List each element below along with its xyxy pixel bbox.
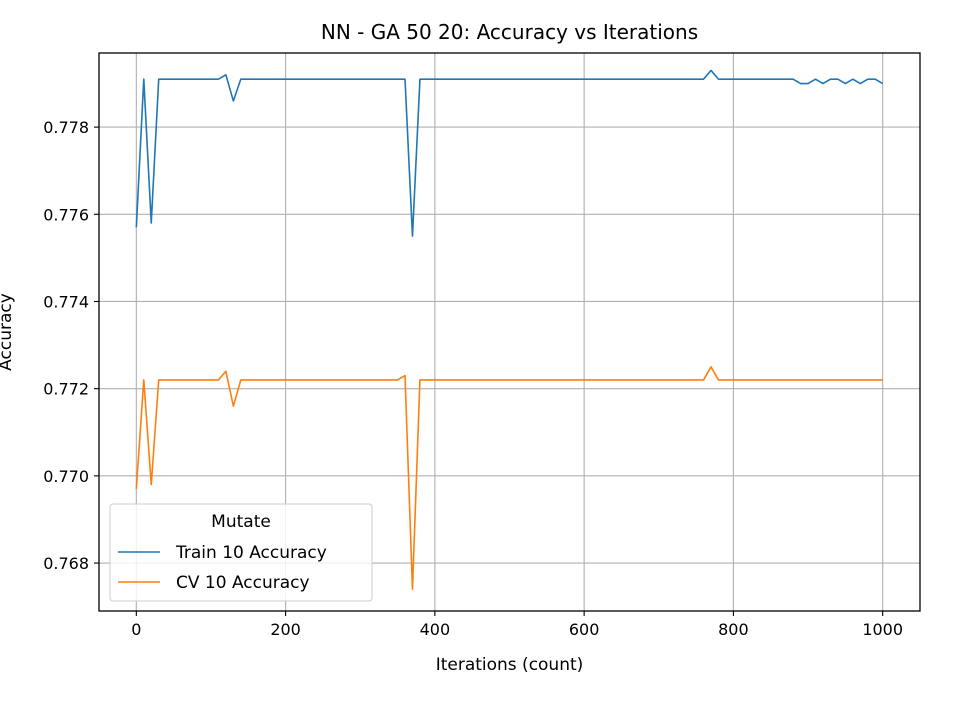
legend-box [109, 503, 373, 602]
y-axis-label: Accuracy [0, 293, 16, 371]
x-tick-label: 800 [718, 620, 749, 639]
y-tick-label: 0.768 [43, 554, 89, 573]
legend-entries: Train 10 Accuracy CV 10 Accuracy [118, 543, 327, 593]
series-line-train [135, 69, 884, 237]
x-tick-label: 400 [420, 620, 451, 639]
y-tick-label: 0.776 [43, 205, 89, 224]
x-tick-label: 200 [270, 620, 301, 639]
plot-frame [98, 52, 921, 612]
x-tick-label: 600 [569, 620, 600, 639]
x-tick-label: 0 [131, 620, 141, 639]
x-tick-label: 1000 [862, 620, 903, 639]
y-tick-label: 0.772 [43, 380, 89, 399]
x-axis-label: Iterations (count) [436, 655, 584, 675]
y-tick-label: 0.770 [43, 467, 89, 486]
legend-label-train: Train 10 Accuracy [175, 543, 327, 563]
legend-title: Mutate [211, 512, 271, 532]
series-line-cv [135, 366, 883, 591]
y-tick-label: 0.774 [43, 292, 89, 311]
axis-ticks: 0 200 400 600 800 1000 0.768 0.770 0.772 0.774 0.7… [43, 118, 903, 639]
legend: Mutate Train 10 Accuracy CV 10 Accuracy [109, 503, 373, 602]
y-tick-label: 0.778 [43, 118, 89, 137]
series-lines [135, 69, 884, 591]
chart-title: NN - GA 50 20: Accuracy vs Iterations [321, 20, 698, 44]
legend-label-cv: CV 10 Accuracy [176, 573, 310, 593]
